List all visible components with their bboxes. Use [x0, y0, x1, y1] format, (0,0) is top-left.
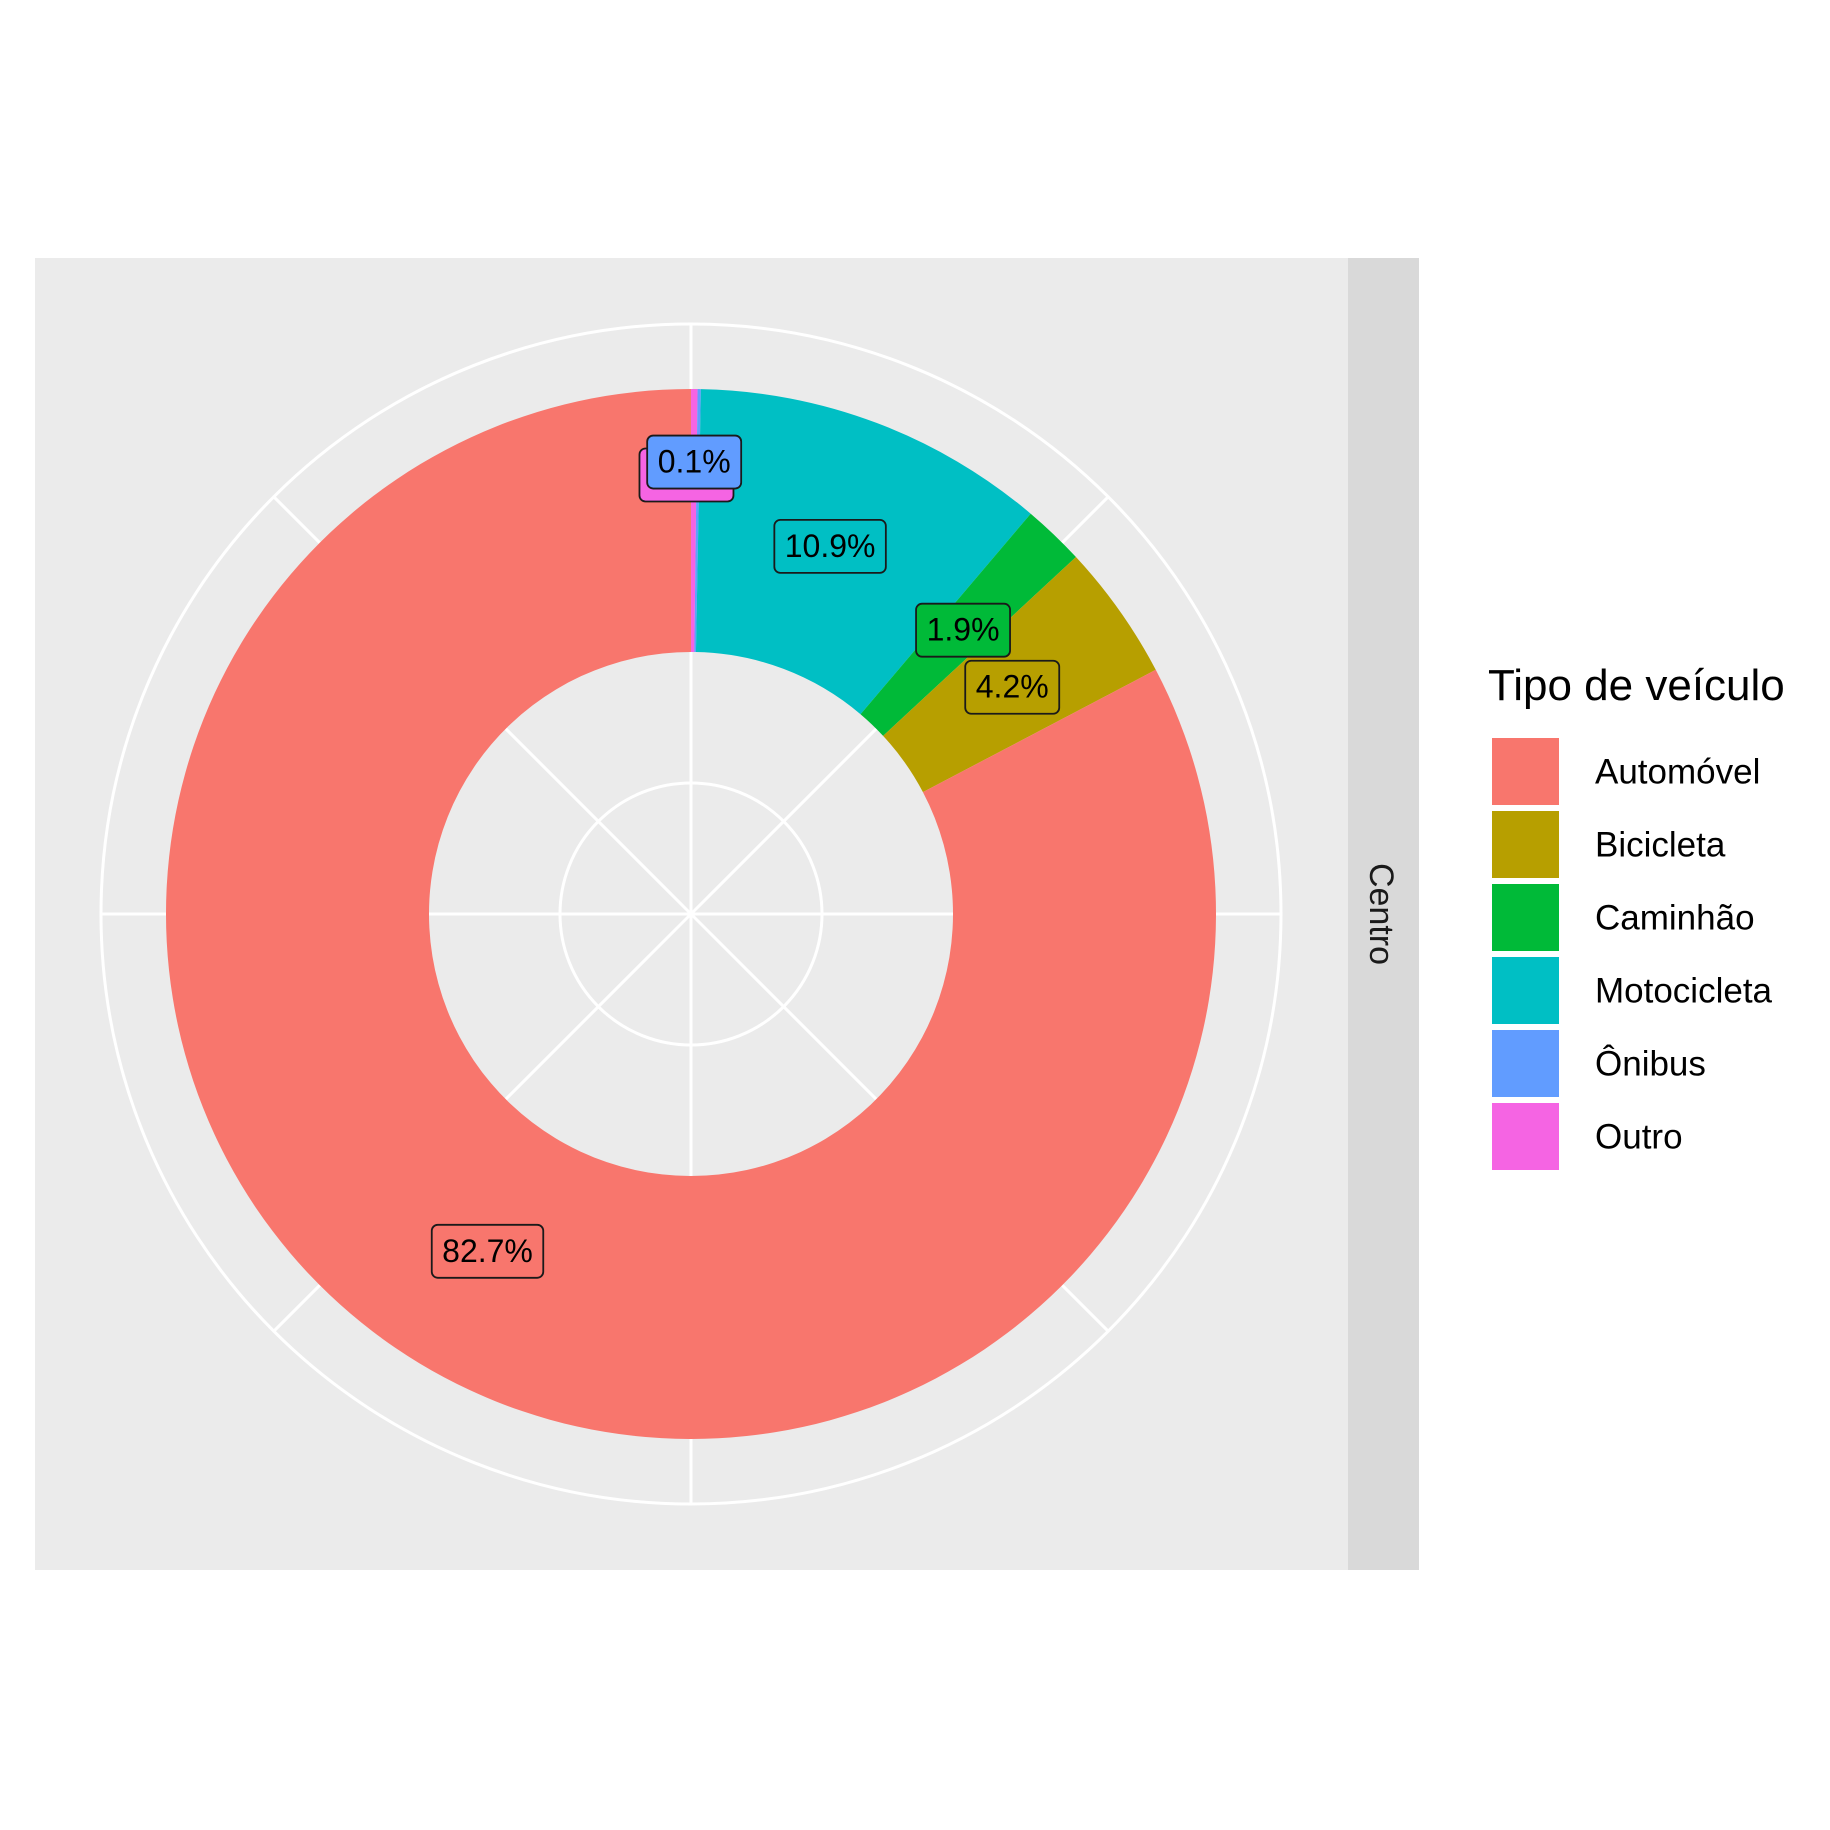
slice-label-box [964, 659, 1061, 715]
slice-label-box [773, 519, 887, 574]
facet-strip [1348, 258, 1419, 1570]
legend-key-Outro [1492, 1103, 1559, 1170]
legend-key-Bicicleta [1492, 811, 1559, 878]
slice-label-text: 10.9% [785, 528, 876, 564]
slice-label-Ônibus: 0.1% [646, 434, 743, 490]
legend-label-Automóvel: Automóvel [1595, 753, 1760, 792]
legend-key-Ônibus [1492, 1030, 1559, 1097]
slice-label-box [915, 602, 1011, 658]
slice-label-Automóvel: 82.7% [430, 1223, 545, 1279]
slice-label-box [646, 434, 743, 490]
legend-label-Motocicleta: Motocicleta [1595, 972, 1773, 1011]
legend-key-Motocicleta [1492, 957, 1559, 1024]
slice-label-text: 0.1% [658, 444, 731, 480]
legend-key-Automóvel [1492, 738, 1559, 805]
slice-label-text: 1.9% [927, 612, 1000, 648]
slice-label-text: 4.2% [976, 669, 1049, 705]
legend-key-Caminhão [1492, 884, 1559, 951]
slice-label-Caminhão: 1.9% [915, 602, 1011, 658]
facet-label: Centro [1362, 863, 1400, 965]
slice-label-text: 82.7% [442, 1233, 533, 1269]
legend-label-Bicicleta: Bicicleta [1595, 826, 1726, 865]
slice-labels: 0.2%0.1%10.9%1.9%4.2%82.7% [430, 434, 1061, 1279]
slice-label-box [430, 1223, 545, 1279]
legend: Automóvel Bicicleta Caminhão Motocicleta Ôni… [1492, 738, 1773, 1170]
slice-label-Bicicleta: 4.2% [964, 659, 1061, 715]
legend-label-Outro: Outro [1595, 1118, 1683, 1157]
slice-label-Motocicleta: 10.9% [773, 519, 887, 574]
slice-Automóvel [165, 389, 1216, 1439]
legend-label-Caminhão: Caminhão [1595, 899, 1755, 938]
legend-title: Tipo de veículo [1488, 661, 1785, 710]
legend-label-Ônibus: Ônibus [1595, 1045, 1706, 1084]
